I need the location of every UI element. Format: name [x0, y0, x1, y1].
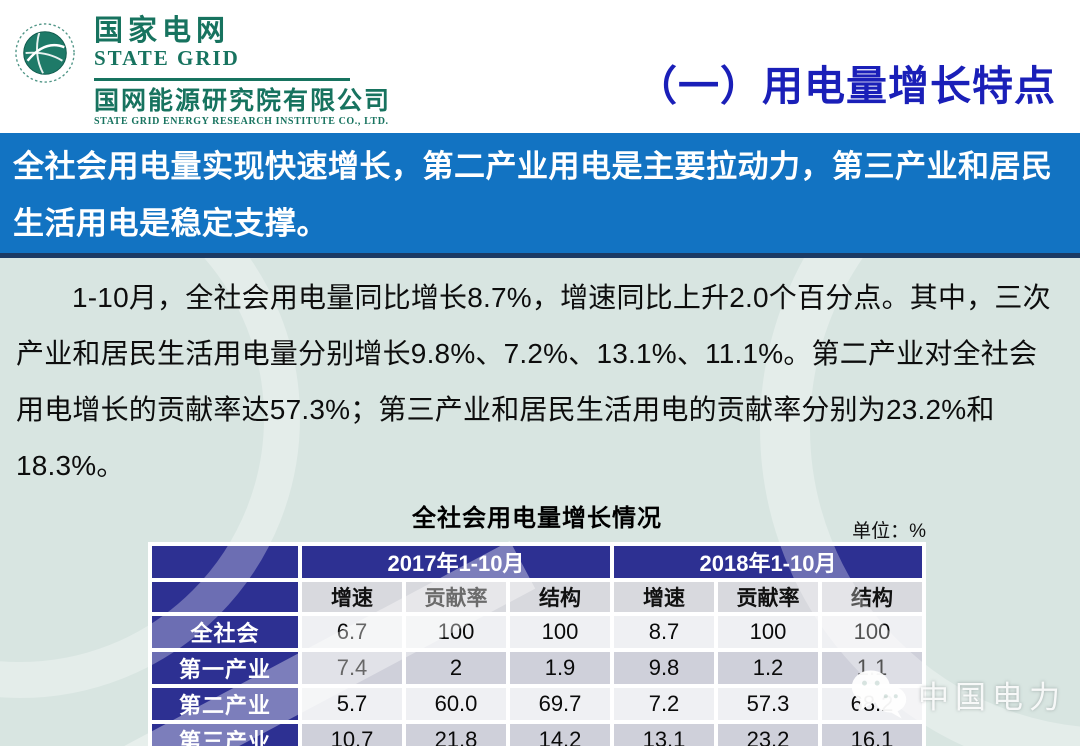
table-cell: 16.1 — [822, 724, 922, 746]
stategrid-logo: 国家电网 STATE GRID 国网能源研究院有限公司 STATE GRID E… — [14, 16, 391, 128]
headline-line-1: 全社会用电量实现快速增长，第二产业用电是主要拉动力，第三产业和居民 — [13, 149, 1053, 184]
row-label: 全社会 — [152, 616, 298, 648]
table-cell: 1.9 — [510, 652, 610, 684]
section-title: （一）用电量增长特点 — [636, 63, 1056, 109]
col-group-2018: 2018年1-10月 — [614, 546, 922, 578]
stategrid-globe-icon — [15, 23, 75, 83]
table-corner-cell — [152, 546, 298, 578]
institute-name-cn: 国网能源研究院有限公司 — [94, 87, 392, 115]
column-header: 增速 — [302, 582, 402, 612]
main-content: 1-10月，全社会用电量同比增长8.7%，增速同比上升2.0个百分点。其中，三次… — [0, 258, 1080, 746]
table-cell: 100 — [822, 616, 922, 648]
column-header: 贡献率 — [718, 582, 818, 612]
brand-divider — [94, 78, 350, 81]
watermark-text: 中国电力 — [918, 679, 1066, 715]
brand-block: 国家电网 STATE GRID 国网能源研究院有限公司 STATE GRID E… — [94, 16, 391, 128]
table-cell: 1.1 — [822, 652, 922, 684]
column-header: 结构 — [822, 582, 922, 612]
table-cell: 9.8 — [614, 652, 714, 684]
row-label: 第三产业 — [152, 724, 298, 746]
table-cell: 13.1 — [614, 724, 714, 746]
table-cell: 8.7 — [614, 616, 714, 648]
table-caption-row: 全社会用电量增长情况 单位：% — [0, 496, 1080, 542]
table-cell: 7.4 — [302, 652, 402, 684]
table-cell: 6.7 — [302, 616, 402, 648]
table-cell: 10.7 — [302, 724, 402, 746]
table-cell: 68.2 — [822, 688, 922, 720]
headline-banner: 全社会用电量实现快速增长，第二产业用电是主要拉动力，第三产业和居民 生活用电是稳… — [0, 133, 1080, 258]
consumption-growth-table: 2017年1-10月 2018年1-10月 增速 贡献率 结构 增速 贡献率 结… — [148, 542, 926, 746]
table-group-header-row: 2017年1-10月 2018年1-10月 — [152, 546, 922, 578]
table-cell: 57.3 — [718, 688, 818, 720]
col-group-2017: 2017年1-10月 — [302, 546, 610, 578]
table-cell: 23.2 — [718, 724, 818, 746]
brand-name-cn: 国家电网 — [94, 15, 231, 47]
row-label: 第一产业 — [152, 652, 298, 684]
header: 国家电网 STATE GRID 国网能源研究院有限公司 STATE GRID E… — [0, 0, 1080, 133]
headline-line-2: 生活用电是稳定支撑。 — [13, 206, 328, 241]
table-cell: 100 — [406, 616, 506, 648]
table-row: 全社会 6.7 100 100 8.7 100 100 — [152, 616, 922, 648]
row-label: 第二产业 — [152, 688, 298, 720]
table-cell: 1.2 — [718, 652, 818, 684]
table-subheader-row: 增速 贡献率 结构 增速 贡献率 结构 — [152, 582, 922, 612]
summary-paragraph: 1-10月，全社会用电量同比增长8.7%，增速同比上升2.0个百分点。其中，三次… — [16, 282, 1051, 481]
table-cell: 100 — [510, 616, 610, 648]
table-row: 第二产业 5.7 60.0 69.7 7.2 57.3 68.2 — [152, 688, 922, 720]
brand-name-en: STATE GRID — [94, 46, 240, 70]
table-cell: 21.8 — [406, 724, 506, 746]
table-corner-cell — [152, 582, 298, 612]
table-cell: 5.7 — [302, 688, 402, 720]
table-row: 第一产业 7.4 2 1.9 9.8 1.2 1.1 — [152, 652, 922, 684]
column-header: 增速 — [614, 582, 714, 612]
table-cell: 7.2 — [614, 688, 714, 720]
column-header: 贡献率 — [406, 582, 506, 612]
institute-name-en: STATE GRID ENERGY RESEARCH INSTITUTE CO.… — [94, 116, 389, 127]
table-cell: 100 — [718, 616, 818, 648]
table-cell: 60.0 — [406, 688, 506, 720]
table-cell: 2 — [406, 652, 506, 684]
column-header: 结构 — [510, 582, 610, 612]
unit-label: 单位：% — [852, 521, 926, 542]
table-cell: 14.2 — [510, 724, 610, 746]
table-row: 第三产业 10.7 21.8 14.2 13.1 23.2 16.1 — [152, 724, 922, 746]
table-title: 全社会用电量增长情况 — [412, 505, 662, 532]
table-cell: 69.7 — [510, 688, 610, 720]
